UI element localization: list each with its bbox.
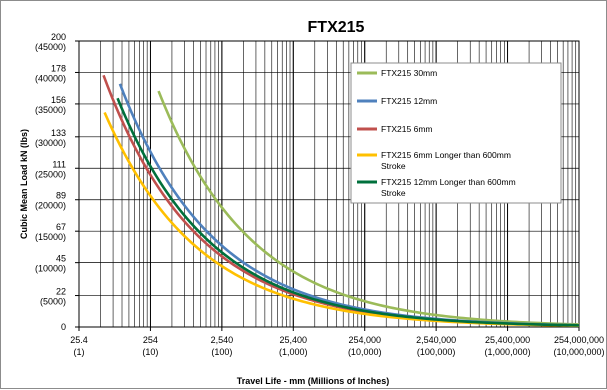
x-tick-sublabel: (10,000) bbox=[348, 347, 382, 357]
legend-box bbox=[350, 62, 562, 204]
y-axis-ticks: 022(5000)45(10000)67(15000)89(20000)111(… bbox=[35, 32, 79, 332]
x-axis-label: Travel Life - mm (Millions of Inches) bbox=[237, 376, 390, 386]
y-tick-label: 45 bbox=[56, 254, 66, 264]
legend-label: FTX215 12mm Longer than 600mm Stroke bbox=[381, 177, 516, 198]
x-tick-label: 25,400 bbox=[280, 335, 308, 345]
y-tick-label: 67 bbox=[56, 222, 66, 232]
x-tick-label: 25.4 bbox=[70, 335, 88, 345]
plot-area bbox=[78, 40, 580, 328]
y-tick-sublabel: (35000) bbox=[35, 105, 66, 115]
x-tick-sublabel: (100) bbox=[211, 347, 232, 357]
y-tick-label: 22 bbox=[56, 287, 66, 297]
legend-label: FTX215 30mm bbox=[381, 68, 437, 78]
y-tick-label: 0 bbox=[61, 322, 66, 332]
y-tick-sublabel: (5000) bbox=[40, 297, 66, 307]
y-tick-label: 200 bbox=[51, 32, 66, 42]
y-tick-sublabel: (20000) bbox=[35, 201, 66, 211]
x-tick-sublabel: (1,000) bbox=[279, 347, 308, 357]
y-tick-sublabel: (15000) bbox=[35, 232, 66, 242]
x-tick-label: 254 bbox=[143, 335, 158, 345]
legend-label: FTX215 6mm Longer than 600mm Stroke bbox=[381, 150, 511, 171]
legend: FTX215 30mm FTX215 12mm FTX215 6mm FTX215 6… bbox=[350, 62, 562, 204]
x-tick-sublabel: (100,000) bbox=[417, 347, 456, 357]
series-line bbox=[116, 97, 580, 327]
x-tick-sublabel: (1,000,000) bbox=[485, 347, 531, 357]
x-tick-sublabel: (10) bbox=[142, 347, 158, 357]
y-tick-label: 89 bbox=[56, 191, 66, 201]
legend-label: FTX215 6mm bbox=[381, 124, 433, 134]
chart-title: FTX215 bbox=[308, 19, 365, 36]
x-tick-label: 25,400,000 bbox=[485, 335, 530, 345]
x-tick-label: 2,540 bbox=[211, 335, 234, 345]
y-tick-sublabel: (45000) bbox=[35, 42, 66, 52]
y-tick-label: 178 bbox=[51, 63, 66, 73]
x-tick-label: 254,000,000 bbox=[554, 335, 604, 345]
x-axis-ticks: 25.4 (1) 254 (10) 2,540 (100) 25,400 (1,000) 254… bbox=[70, 327, 605, 357]
y-axis-label: Cubic Mean Load kN (lbs) bbox=[19, 129, 29, 239]
x-tick-sublabel: (1) bbox=[74, 347, 85, 357]
x-tick-label: 254,000 bbox=[348, 335, 381, 345]
x-tick-sublabel: (10,000,000) bbox=[553, 347, 604, 357]
y-tick-sublabel: (40000) bbox=[35, 73, 66, 83]
x-tick-label: 2,540,000 bbox=[416, 335, 456, 345]
series-line bbox=[157, 90, 580, 326]
legend-label: FTX215 12mm bbox=[381, 96, 437, 106]
y-tick-sublabel: (25000) bbox=[35, 169, 66, 179]
y-tick-label: 111 bbox=[52, 159, 66, 169]
series-lines bbox=[102, 74, 580, 327]
y-tick-sublabel: (30000) bbox=[35, 138, 66, 148]
y-tick-label: 156 bbox=[51, 95, 66, 105]
y-tick-sublabel: (10000) bbox=[35, 264, 66, 274]
y-tick-label: 133 bbox=[51, 128, 66, 138]
